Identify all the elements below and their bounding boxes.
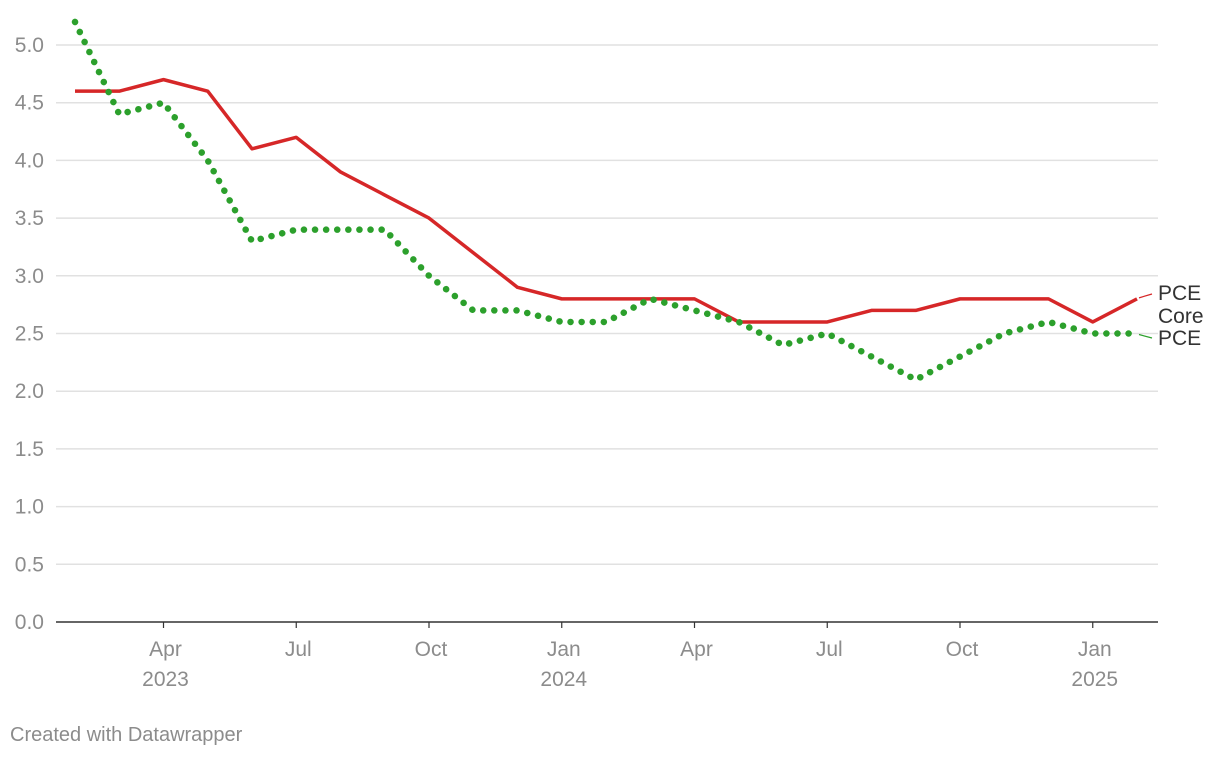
x-tick-year-label: 2025 [1071,668,1118,691]
x-tick-label: Jan [1078,638,1112,661]
core-pce-series-line [71,18,1141,383]
y-tick-label: 4.0 [15,149,44,172]
core-pce-label-leader [1138,333,1153,339]
pce-series-line [75,77,1138,324]
x-tick-label: Jan [547,638,581,661]
x-tick-label: Jul [816,638,843,661]
x-tick-year-label: 2024 [540,668,587,691]
x-tick-label: Oct [946,638,979,661]
x-tick-label: Oct [415,638,448,661]
x-tick-year-label: 2023 [142,668,189,691]
y-tick-label: 2.5 [15,323,44,346]
x-tick-label: Apr [680,638,713,661]
series-label-core-pce: PCE [1158,327,1201,350]
y-tick-label: 5.0 [15,34,44,57]
pce-label-leader [1138,293,1153,299]
y-tick-label: 2.0 [15,380,44,403]
x-tick-label: Jul [285,638,312,661]
y-tick-label: 3.0 [15,265,44,288]
series-label-core: Core [1158,305,1204,328]
y-tick-label: 1.5 [15,438,44,461]
y-tick-label: 0.5 [15,553,44,576]
y-tick-label: 0.0 [15,611,44,634]
y-tick-label: 1.0 [15,496,44,519]
y-tick-label: 3.5 [15,207,44,230]
y-tick-label: 4.5 [15,92,44,115]
x-tick-label: Apr [149,638,182,661]
series-label-pce: PCE [1158,282,1201,305]
chart-credit: Created with Datawrapper [10,724,243,746]
